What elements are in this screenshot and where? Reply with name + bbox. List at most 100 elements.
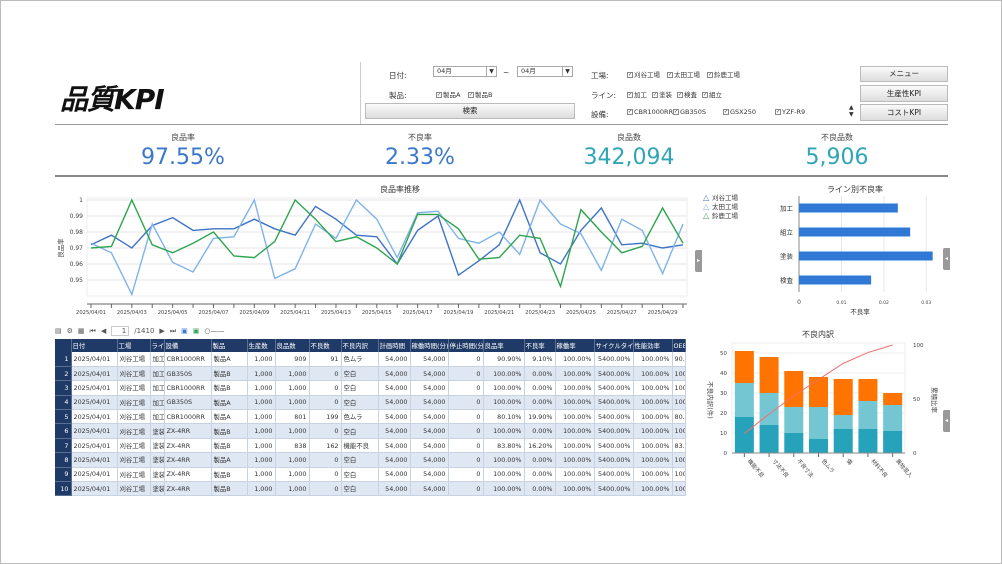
table-cell[interactable]: 0 bbox=[448, 366, 484, 382]
factory-checkbox-suzuka[interactable]: ✓ 鈴鹿工場 bbox=[707, 71, 740, 79]
table-cell[interactable]: 1,000 bbox=[247, 395, 276, 411]
table-cell[interactable]: 塗装 bbox=[150, 481, 165, 497]
table-cell[interactable]: 0 bbox=[448, 423, 484, 439]
panel-toggle-tab[interactable]: ◂ bbox=[943, 248, 950, 270]
table-row[interactable]: 42025/04/01刈谷工場加工GB350S製品A1,0001,0000空白5… bbox=[55, 395, 686, 411]
export-icon[interactable]: ▣ bbox=[181, 327, 188, 335]
table-cell[interactable]: CBR1000RR bbox=[164, 409, 212, 425]
panel-toggle-tab[interactable]: ◂ bbox=[943, 410, 950, 432]
table-cell[interactable]: 100.00% bbox=[483, 423, 525, 439]
table-cell[interactable]: 162 bbox=[309, 438, 342, 454]
table-cell[interactable]: 100.00% bbox=[672, 395, 686, 411]
table-cell[interactable]: GB350S bbox=[164, 395, 212, 411]
table-cell[interactable]: 100.00% bbox=[633, 452, 673, 468]
table-cell[interactable]: 加工 bbox=[150, 366, 165, 382]
equipment-scroll-arrows[interactable]: ▲ ▼ bbox=[849, 104, 854, 118]
table-cell[interactable]: 0 bbox=[309, 395, 342, 411]
table-cell[interactable]: 刈谷工場 bbox=[117, 438, 151, 454]
column-header[interactable]: 不良率 bbox=[524, 339, 556, 352]
table-cell[interactable]: 1,000 bbox=[247, 452, 276, 468]
table-cell[interactable]: 加工 bbox=[150, 409, 165, 425]
table-cell[interactable]: 刈谷工場 bbox=[117, 380, 151, 396]
table-cell[interactable]: 100.00% bbox=[672, 481, 686, 497]
product-checkbox-b[interactable]: ✓ 製品B bbox=[468, 91, 493, 99]
table-cell[interactable]: 5400.00% bbox=[594, 380, 634, 396]
column-header[interactable]: 日付 bbox=[71, 339, 118, 352]
table-cell[interactable]: ZX-4RR bbox=[164, 438, 212, 454]
table-cell[interactable]: 塗装 bbox=[150, 423, 165, 439]
table-cell[interactable]: 54,000 bbox=[378, 352, 411, 367]
table-cell[interactable]: 1,000 bbox=[247, 423, 276, 439]
table-cell[interactable]: 0 bbox=[309, 481, 342, 497]
table-cell[interactable]: 製品B bbox=[211, 380, 248, 396]
table-cell[interactable]: 5400.00% bbox=[594, 423, 634, 439]
table-cell[interactable]: CBR1000RR bbox=[164, 352, 212, 367]
table-cell[interactable]: 838 bbox=[275, 438, 310, 454]
table-cell[interactable]: 製品A bbox=[211, 452, 248, 468]
table-cell[interactable]: 製品B bbox=[211, 438, 248, 454]
equipment-checkbox-4[interactable]: ✓ YZF-R9 bbox=[775, 108, 806, 116]
table-cell[interactable]: 100.00% bbox=[633, 438, 673, 454]
equipment-checkbox-3[interactable]: ✓ GSX250 bbox=[723, 108, 757, 116]
column-header[interactable]: サイクルタイム bbox=[594, 339, 634, 352]
table-cell[interactable]: 100.00% bbox=[555, 366, 595, 382]
table-cell[interactable]: 2025/04/01 bbox=[71, 380, 118, 396]
column-header[interactable]: 性能効率 bbox=[633, 339, 673, 352]
table-cell[interactable]: 54,000 bbox=[410, 452, 449, 468]
table-cell[interactable]: 1,000 bbox=[247, 352, 276, 367]
table-cell[interactable]: 54,000 bbox=[410, 467, 449, 483]
gear-icon[interactable]: ⚙ bbox=[66, 327, 73, 335]
table-row[interactable]: 22025/04/01刈谷工場加工GB350S製品B1,0001,0000空白5… bbox=[55, 366, 686, 382]
table-cell[interactable]: 100.00% bbox=[483, 481, 525, 497]
table-row[interactable]: 62025/04/01刈谷工場塗装ZX-4RR製品B1,0001,0000空白5… bbox=[55, 423, 686, 439]
table-cell[interactable]: 100.00% bbox=[555, 409, 595, 425]
table-cell[interactable]: 54,000 bbox=[378, 467, 411, 483]
table-cell[interactable]: 色ムラ bbox=[341, 409, 379, 425]
table-cell[interactable]: 100.00% bbox=[633, 366, 673, 382]
table-cell[interactable]: 1,000 bbox=[275, 380, 310, 396]
table-row[interactable]: 32025/04/01刈谷工場加工CBR1000RR製品B1,0001,0000… bbox=[55, 380, 686, 396]
table-cell[interactable]: ZX-4RR bbox=[164, 467, 212, 483]
table-row[interactable]: 102025/04/01刈谷工場塗装ZX-4RR製品B1,0001,0000空白… bbox=[55, 481, 686, 497]
table-cell[interactable]: 加工 bbox=[150, 395, 165, 411]
column-header[interactable]: 工場 bbox=[117, 339, 151, 352]
table-cell[interactable]: 0 bbox=[309, 467, 342, 483]
table-row[interactable]: 52025/04/01刈谷工場加工CBR1000RR製品A1,000801199… bbox=[55, 409, 686, 425]
table-cell[interactable]: 2025/04/01 bbox=[71, 438, 118, 454]
table-cell[interactable]: 2025/04/01 bbox=[71, 423, 118, 439]
table-cell[interactable]: 0 bbox=[309, 366, 342, 382]
table-cell[interactable]: 0 bbox=[448, 481, 484, 497]
table-cell[interactable]: 0.00% bbox=[524, 467, 556, 483]
factory-checkbox-kariya[interactable]: ✓ 刈谷工場 bbox=[627, 71, 660, 79]
table-cell[interactable]: 刈谷工場 bbox=[117, 481, 151, 497]
last-page-icon[interactable]: ⏭ bbox=[169, 326, 177, 335]
column-header[interactable]: 停止時間(分) bbox=[448, 339, 484, 352]
first-page-icon[interactable]: ⏮ bbox=[89, 326, 96, 335]
table-cell[interactable]: 1,000 bbox=[247, 481, 276, 497]
table-cell[interactable]: 100.00% bbox=[483, 395, 525, 411]
table-cell[interactable]: 54,000 bbox=[410, 409, 449, 425]
table-cell[interactable]: 製品B bbox=[211, 467, 248, 483]
table-cell[interactable]: 54,000 bbox=[410, 395, 449, 411]
table-cell[interactable]: 83.80% bbox=[672, 438, 686, 454]
table-cell[interactable]: 100.00% bbox=[633, 467, 673, 483]
line-checkbox-kensa[interactable]: ✓ 検査 bbox=[677, 91, 697, 99]
table-cell[interactable]: GB350S bbox=[164, 366, 212, 382]
table-cell[interactable]: 90.90% bbox=[483, 352, 525, 367]
product-checkbox-a[interactable]: ✓ 製品A bbox=[436, 91, 461, 99]
table-cell[interactable]: 0 bbox=[448, 395, 484, 411]
column-header[interactable]: 不良数 bbox=[309, 339, 342, 352]
table-cell[interactable]: 0 bbox=[448, 467, 484, 483]
column-header[interactable]: 不良内訳 bbox=[341, 339, 379, 352]
date-from-select[interactable]: 04月 ▼ bbox=[433, 66, 497, 77]
table-cell[interactable]: 5400.00% bbox=[594, 438, 634, 454]
table-cell[interactable]: 100.00% bbox=[483, 467, 525, 483]
table-cell[interactable]: 100.00% bbox=[555, 423, 595, 439]
table-cell[interactable]: 製品A bbox=[211, 409, 248, 425]
table-cell[interactable]: 空白 bbox=[341, 481, 379, 497]
table-cell[interactable]: 80.10% bbox=[483, 409, 525, 425]
column-header[interactable]: 設備 bbox=[164, 339, 212, 352]
menu-button[interactable]: メニュー bbox=[860, 66, 948, 82]
table-row[interactable]: 92025/04/01刈谷工場塗装ZX-4RR製品B1,0001,0000空白5… bbox=[55, 467, 686, 483]
table-cell[interactable]: 製品B bbox=[211, 423, 248, 439]
